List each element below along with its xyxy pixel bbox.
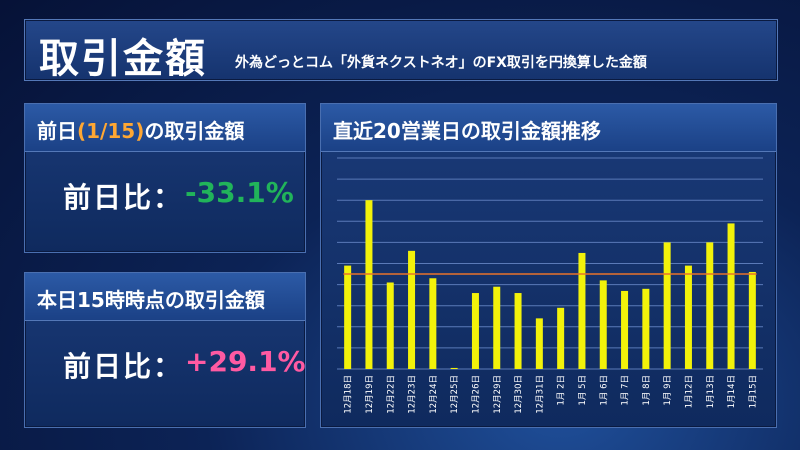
bar (386, 282, 394, 369)
bar (748, 271, 756, 369)
bar (450, 367, 458, 369)
x-tick-label: 12月18日 (344, 375, 354, 414)
bar (706, 242, 714, 369)
prev-day-label: 前日比： (63, 181, 184, 214)
x-tick-label: 1月 7日 (621, 375, 631, 406)
today-card: 本日15時時点の取引金額 前日比： +29.1% (24, 272, 306, 428)
x-tick-label: 12月23日 (408, 375, 418, 414)
x-tick-label: 12月24日 (429, 375, 439, 414)
x-tick-label: 12月26日 (471, 375, 481, 414)
x-tick-label: 1月13日 (706, 375, 716, 408)
chart-title: 直近20営業日の取引金額推移 (321, 104, 776, 152)
title-prefix: 前日 (37, 119, 77, 143)
bar-chart: 12月18日 12月19日 12月22日 12月23日 12月24日 12月25日 12月2… (337, 157, 763, 414)
prev-day-card-title: 前日(1/15)の取引金額 (25, 104, 305, 152)
x-tick-label: 1月 9日 (663, 375, 673, 406)
bar (429, 278, 437, 369)
bar (408, 250, 416, 369)
bar (471, 293, 479, 369)
x-tick-label: 1月 8日 (642, 375, 652, 406)
bar (578, 252, 586, 369)
x-tick-label: 12月31日 (535, 375, 545, 414)
bar (535, 318, 543, 369)
bar (365, 200, 373, 369)
page-title: 取引金額 (39, 36, 207, 82)
x-tick-label: 1月15日 (748, 375, 758, 408)
title-date: (1/15) (77, 119, 145, 143)
x-tick-label: 12月25日 (450, 375, 460, 414)
bar (344, 265, 352, 369)
x-tick-label: 12月19日 (365, 375, 375, 414)
x-tick-label: 1月 5日 (578, 375, 588, 406)
today-label: 前日比： (63, 350, 184, 383)
prev-day-card: 前日(1/15)の取引金額 前日比： -33.1% (24, 103, 306, 253)
x-tick-label: 12月29日 (493, 375, 503, 414)
x-tick-label: 1月14日 (727, 375, 737, 408)
bar (557, 307, 565, 369)
x-tick-label: 1月 6日 (599, 375, 609, 406)
x-tick-label: 1月12日 (684, 375, 694, 408)
bar (493, 286, 501, 369)
bar (621, 290, 629, 369)
today-value: +29.1% (185, 345, 306, 378)
bar (514, 293, 522, 369)
x-tick-label: 1月 2日 (557, 375, 567, 406)
bar (642, 288, 650, 369)
bar (599, 280, 607, 369)
title-suffix: の取引金額 (144, 119, 245, 143)
x-tick-label: 12月22日 (386, 375, 396, 414)
page-subtitle: 外為どっとコム「外貨ネクストネオ」のFX取引を円換算した金額 (235, 55, 647, 71)
header-bar: 取引金額 外為どっとコム「外貨ネクストネオ」のFX取引を円換算した金額 (24, 19, 778, 82)
bar (663, 242, 671, 369)
today-card-title: 本日15時時点の取引金額 (25, 273, 305, 321)
x-tick-label: 12月30日 (514, 375, 524, 414)
prev-day-value: -33.1% (185, 176, 294, 209)
bar (727, 223, 735, 369)
bar (684, 265, 692, 369)
chart-panel: 直近20営業日の取引金額推移 12月18日 12月19日 12月22日 12月23日 1… (320, 103, 777, 428)
